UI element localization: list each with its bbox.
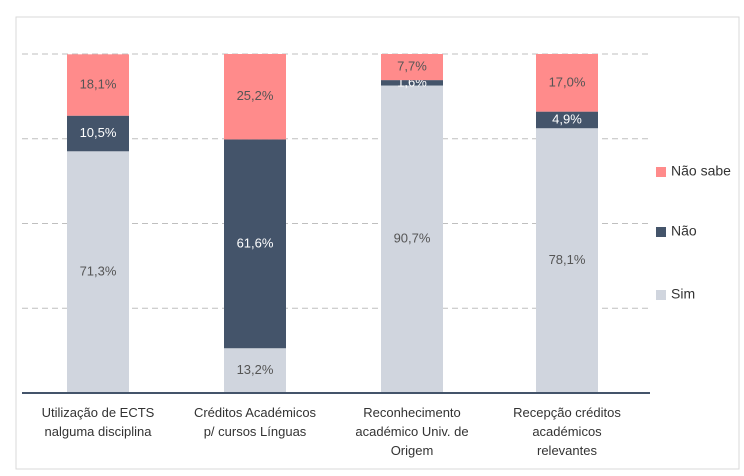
data-label: 25,2% (237, 88, 274, 103)
data-label: 13,2% (237, 362, 274, 377)
data-label: 17,0% (549, 74, 586, 89)
legend-label: Não sabe (671, 163, 731, 179)
legend-swatch (656, 290, 666, 300)
legend-swatch (656, 167, 666, 177)
bar-segment (381, 54, 443, 81)
bar-segment (381, 85, 443, 393)
data-label: 78,1% (549, 252, 586, 267)
bar-segment (536, 54, 598, 112)
data-label: 4,9% (552, 111, 582, 126)
bar-segment (536, 111, 598, 129)
data-label: 10,5% (80, 125, 117, 140)
data-label: 71,3% (80, 264, 117, 279)
bar-segment (67, 151, 129, 393)
x-tick-label: Recepção créditos académicos relevantes (513, 405, 621, 458)
data-label: 18,1% (80, 76, 117, 91)
data-label: 7,7% (397, 58, 427, 73)
x-tick-label: Créditos Académicos p/ cursos Línguas (193, 405, 317, 439)
bar-segment (67, 115, 129, 152)
bar-segment (381, 80, 443, 86)
bar-segment (224, 348, 286, 393)
bar-segment (67, 54, 129, 116)
legend-label: Não (671, 223, 697, 239)
frame (15, 16, 740, 470)
data-label: 90,7% (394, 231, 431, 246)
bar-segment (536, 128, 598, 393)
bar-segment (224, 54, 286, 140)
x-tick-label: Utilização de ECTS nalguma disciplina (41, 405, 155, 439)
x-tick-label: Reconhecimento académico Univ. de Origem (355, 405, 469, 458)
bar-segment (224, 139, 286, 349)
data-label: 61,6% (237, 235, 274, 250)
legend-swatch (656, 227, 666, 237)
legend-label: Sim (671, 286, 695, 302)
